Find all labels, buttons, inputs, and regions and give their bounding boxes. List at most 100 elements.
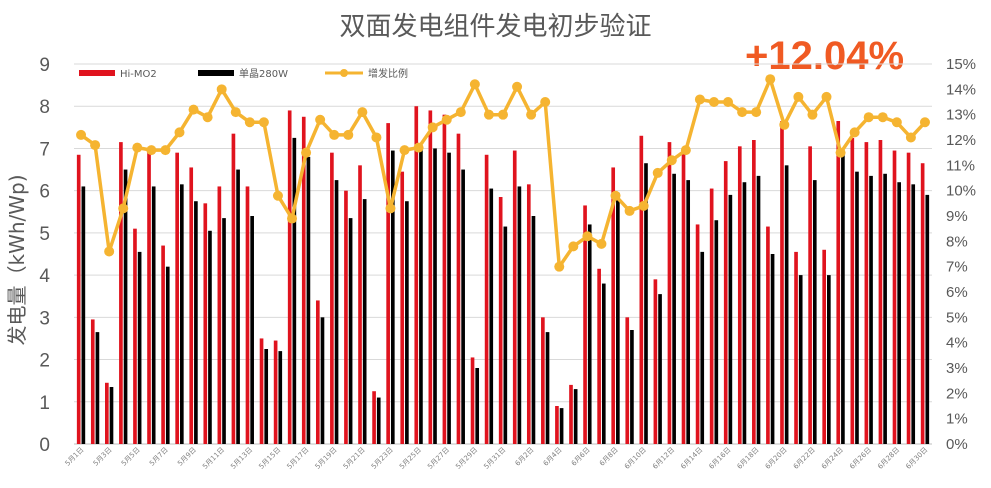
bar-mono (348, 218, 353, 444)
bar-mono (306, 156, 311, 444)
bar-himo2 (569, 384, 573, 444)
bar-mono (362, 199, 367, 444)
bar-himo2 (526, 184, 531, 445)
x-tick-label: 6月30日 (904, 446, 929, 471)
x-tick-label: 5月11日 (201, 446, 226, 471)
bar-himo2 (301, 116, 306, 445)
x-tick-label: 5月27日 (426, 446, 451, 471)
ratio-point (343, 129, 354, 140)
ratio-point (385, 203, 396, 214)
bar-himo2 (512, 150, 517, 445)
ratio-point (244, 117, 255, 128)
ratio-point (104, 246, 115, 257)
bar-himo2 (794, 251, 798, 444)
bar-mono (672, 173, 676, 444)
legend: Hi-MO2 单晶280W 增发比例 (79, 67, 408, 80)
ratio-point (652, 167, 663, 178)
bar-mono (841, 152, 845, 444)
x-tick-label: 5月19日 (314, 446, 339, 471)
bar-mono (784, 165, 789, 445)
bar-mono (447, 152, 451, 444)
bar-mono (869, 175, 873, 444)
bar-mono (376, 397, 381, 444)
bar-himo2 (484, 154, 489, 444)
x-tick-label: 5月7日 (148, 446, 170, 468)
bar-mono (390, 150, 395, 445)
bar-himo2 (133, 228, 137, 444)
right-axis: 0% 1% 2% 3% 4% 5% 6% 7% 8% 9% 10% 11% 12% 13% 14% 15% (946, 56, 976, 453)
bar-mono (770, 254, 775, 444)
left-tick-label: 2 (39, 351, 50, 372)
bar-himo2 (414, 106, 419, 444)
bar-himo2 (723, 161, 728, 444)
bar-mono (320, 317, 325, 444)
bar-himo2 (119, 142, 123, 444)
bar-mono (855, 171, 859, 444)
bar-mono (405, 201, 409, 444)
bar-mono (545, 332, 550, 444)
right-tick-label: 4% (946, 335, 968, 352)
bar-himo2 (667, 142, 672, 444)
x-tick-label: 5月13日 (229, 446, 254, 471)
bar-himo2 (105, 382, 109, 444)
ratio-point (568, 241, 579, 252)
bar-mono (559, 408, 564, 444)
ratio-point (751, 107, 762, 118)
x-tick-label: 6月10日 (623, 446, 648, 471)
bar-mono (658, 294, 662, 444)
legend-label-ratio: 增发比例 (368, 67, 408, 80)
bar-himo2 (470, 357, 475, 444)
bar-mono (700, 251, 705, 444)
bar-mono (601, 283, 606, 444)
bar-mono (630, 330, 634, 444)
bar-himo2 (245, 186, 250, 444)
bar-himo2 (273, 340, 278, 444)
ratio-point (905, 132, 916, 143)
gridlines (74, 63, 932, 445)
bar-himo2 (583, 205, 587, 444)
bar-mono (531, 216, 536, 444)
bar-mono (812, 180, 817, 444)
bar-mono (165, 266, 170, 444)
right-tick-label: 3% (946, 360, 968, 377)
legend-swatch-himo2 (79, 70, 115, 76)
bar-himo2 (372, 391, 376, 444)
ratio-point (118, 203, 129, 214)
right-tick-label: 5% (946, 309, 968, 326)
bar-himo2 (344, 190, 348, 444)
ratio-point (821, 91, 832, 102)
ratio-point (315, 114, 326, 125)
left-tick-label: 9 (39, 55, 50, 76)
ratio-point (526, 109, 537, 120)
x-tick-label: 6月28日 (876, 446, 901, 471)
bar-mono (95, 332, 100, 444)
right-tick-label: 7% (946, 259, 968, 276)
bar-himo2 (147, 150, 151, 445)
ratio-point (498, 109, 508, 120)
right-tick-label: 12% (946, 132, 976, 149)
ratio-point (132, 142, 143, 153)
ratio-point (258, 117, 269, 128)
bar-mono (728, 194, 733, 444)
ratio-point (540, 97, 551, 107)
ratio-point (680, 145, 691, 156)
bar-mono (644, 163, 648, 444)
bar-himo2 (442, 114, 447, 445)
bar-himo2 (358, 165, 362, 445)
bar-mono (714, 220, 719, 444)
bar-himo2 (920, 163, 925, 444)
bar-himo2 (836, 121, 841, 444)
ratio-point (779, 119, 790, 130)
bar-mono (827, 275, 831, 444)
bar-himo2 (231, 133, 236, 444)
ratio-point (441, 114, 452, 125)
bar-mono (433, 148, 437, 444)
bar-mono (208, 230, 212, 444)
bar-himo2 (878, 140, 883, 444)
right-tick-label: 11% (946, 157, 975, 174)
bar-mono (616, 192, 620, 444)
bar-himo2 (808, 146, 812, 445)
bar-himo2 (555, 406, 559, 444)
ratio-point (202, 112, 213, 123)
